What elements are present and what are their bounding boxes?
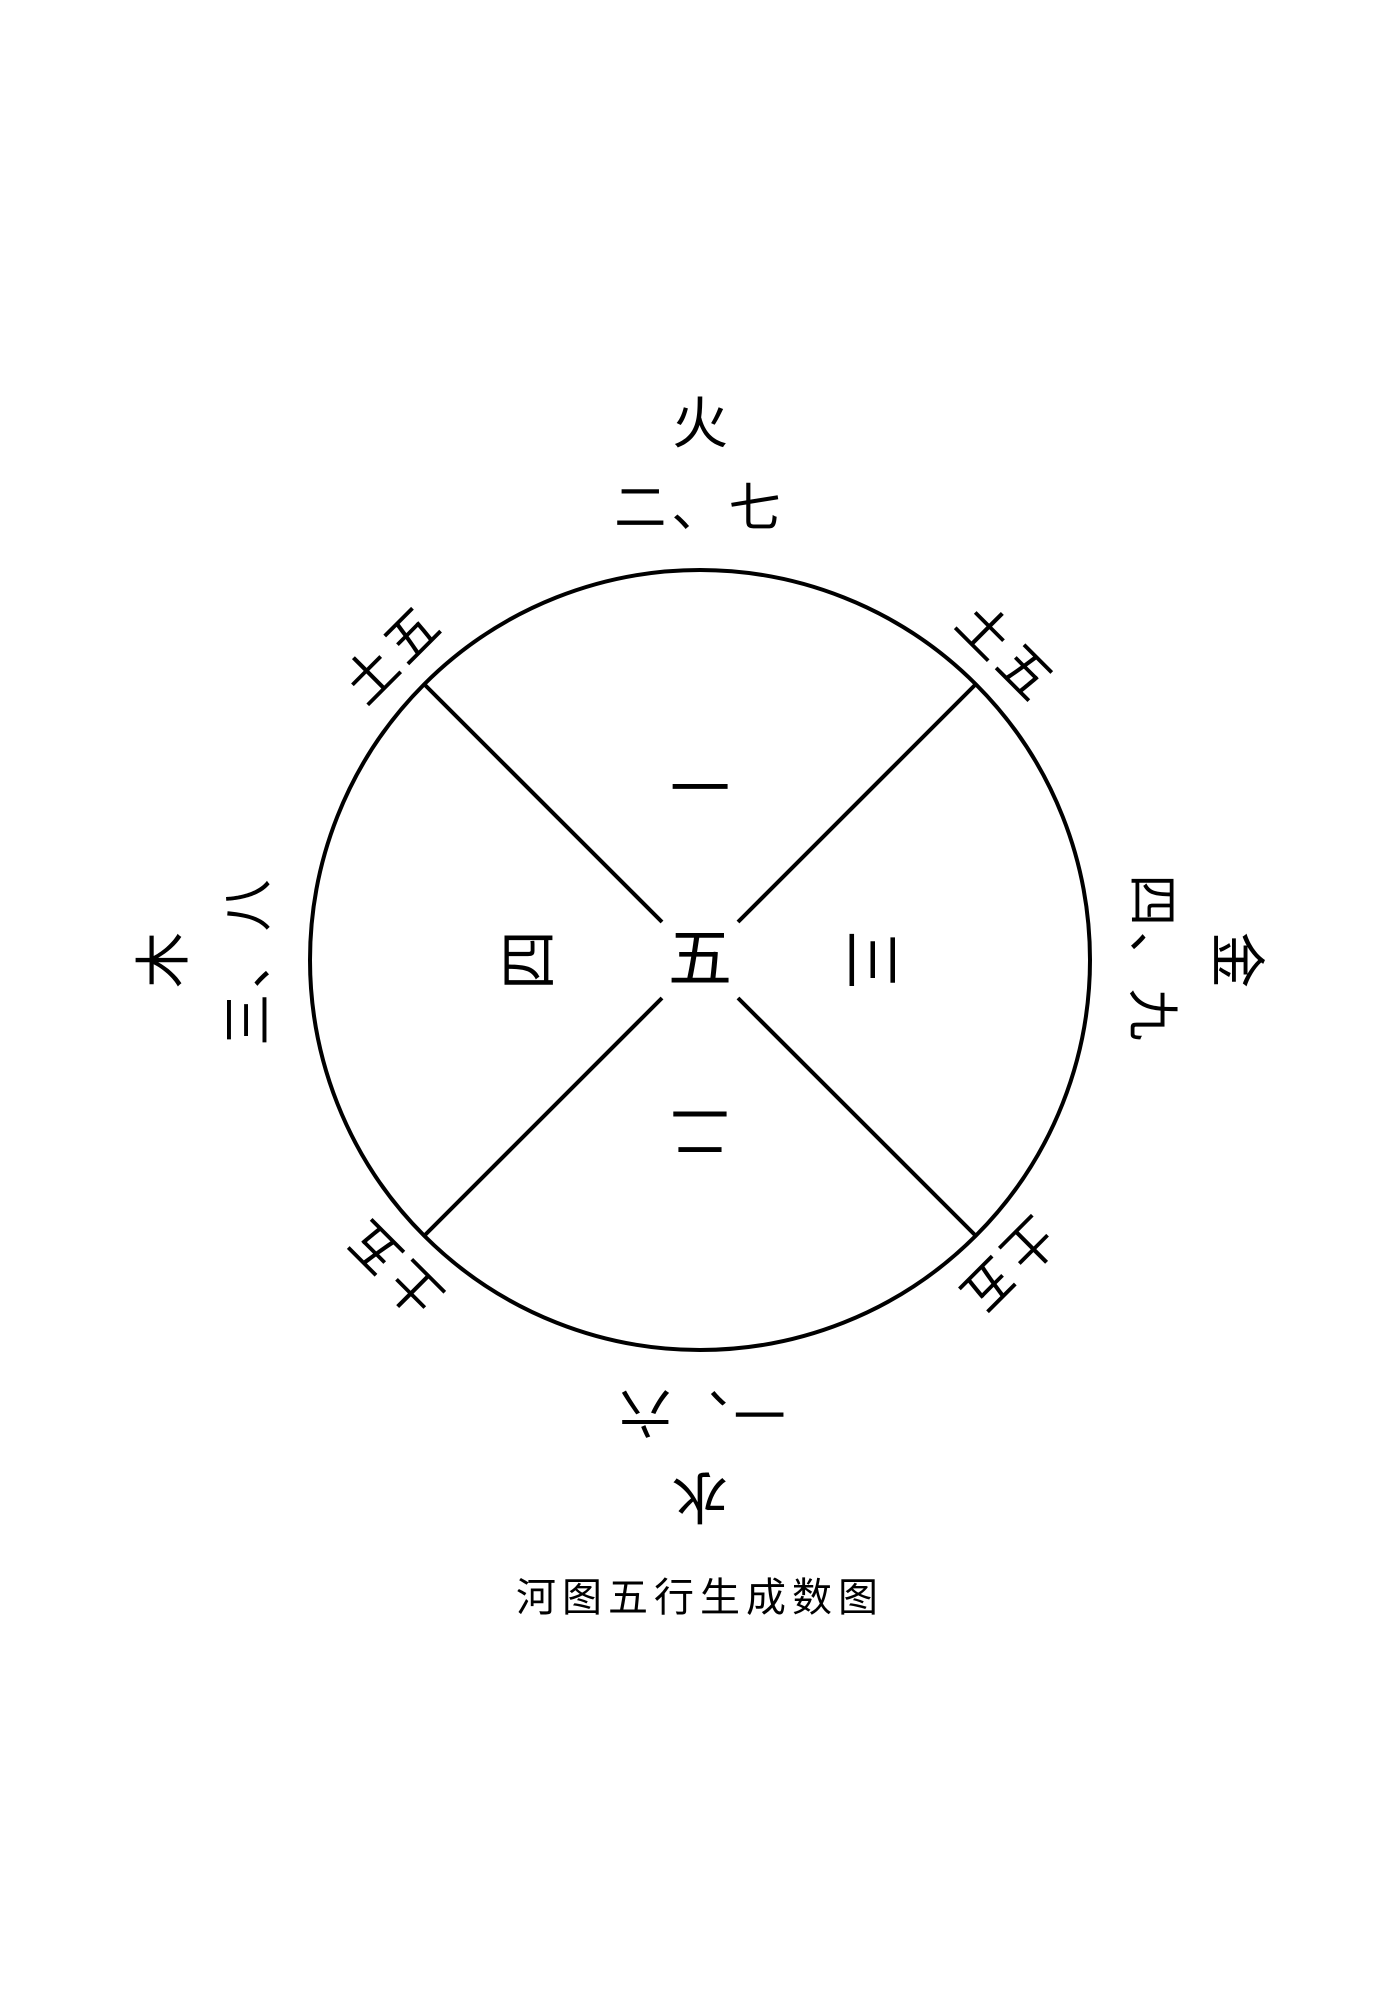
outer-numbers-left: 三、八 (224, 874, 276, 1046)
outer-element-left: 木 (137, 932, 193, 988)
inner-label-left: 四 (500, 930, 560, 990)
outer-numbers-bottom: 一、六 (614, 1384, 786, 1436)
diagram-page: 五 一 三 二 四 土五 土五 土五 土五 火 二、七 金 四、九 水 一、六 … (0, 0, 1386, 2000)
outer-element-bottom: 水 (672, 1467, 728, 1523)
inner-label-bottom: 二 (670, 1100, 730, 1160)
center-label: 五 (668, 928, 732, 992)
diagram-caption: 河图五行生成数图 (516, 1565, 884, 1623)
inner-label-right: 三 (840, 930, 900, 990)
inner-label-top: 一 (670, 760, 730, 820)
outer-numbers-right: 四、九 (1124, 874, 1176, 1046)
outer-element-top: 火 (672, 397, 728, 453)
outer-numbers-top: 二、七 (614, 484, 786, 536)
outer-element-right: 金 (1207, 932, 1263, 988)
